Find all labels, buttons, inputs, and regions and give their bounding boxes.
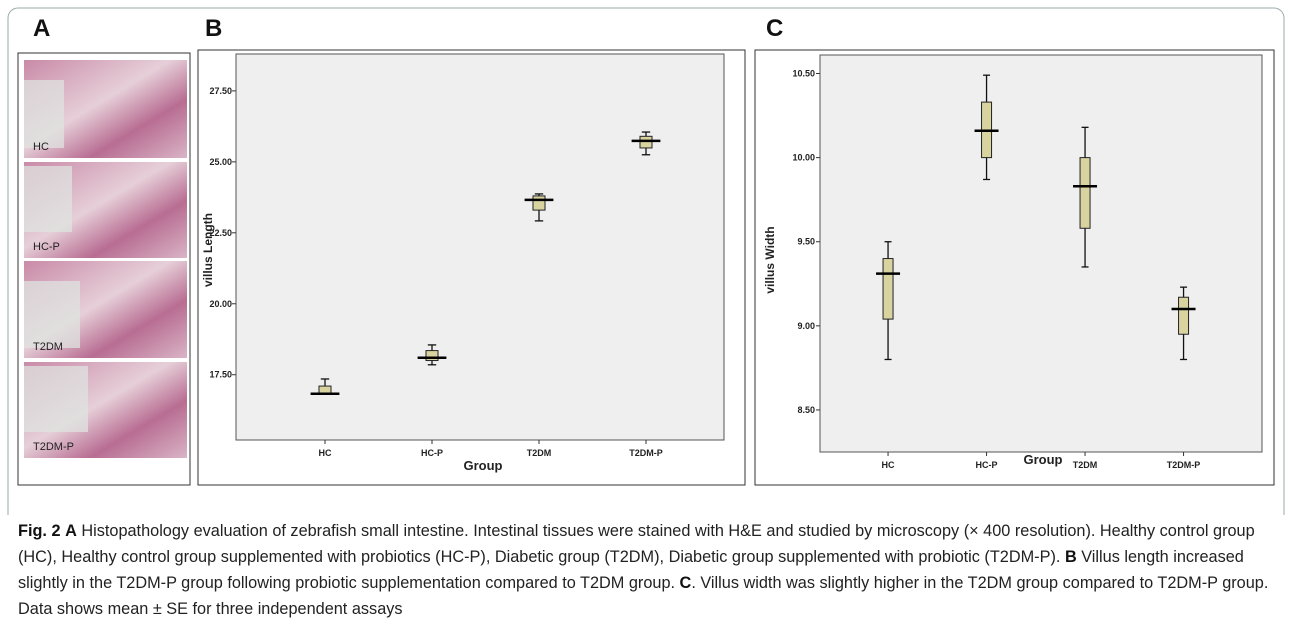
micrograph-label: T2DM-P [33,441,74,453]
figure-caption: Fig. 2 A Histopathology evaluation of ze… [18,518,1280,622]
caption-panel-letter: A [65,522,77,540]
micrograph-lumen [24,80,64,148]
panel-letter: B [205,15,222,42]
caption-text: Villus length increased slightly in the … [18,548,1244,592]
box [639,135,653,149]
micrograph-label: HC [33,141,49,153]
y-axis-title: villus Length [201,213,215,287]
y-tick-label: 20.00 [209,299,232,309]
caption-panel-letter: B [1064,548,1077,566]
micrograph-label: T2DM [33,341,63,353]
x-tick-label: HC-P [976,460,998,470]
x-tick-label: T2DM-P [1167,460,1201,470]
x-axis-title: Group [1024,452,1063,467]
plot-area [819,54,1263,453]
y-tick-label: 9.00 [797,321,815,331]
x-tick-label: T2DM [1073,460,1098,470]
panel-letter: A [33,15,50,42]
y-tick-label: 27.50 [209,86,232,96]
y-tick-label: 17.50 [209,370,232,380]
caption-text: . Villus width was slightly higher in th… [18,574,1269,618]
x-tick-label: T2DM [527,448,552,458]
box [425,350,439,362]
box [882,258,894,320]
micrograph-lumen [24,281,80,348]
micrograph-lumen [24,366,88,432]
panel-letter: C [766,15,783,42]
box [1178,296,1190,335]
plot-area [235,53,725,441]
y-tick-label: 25.00 [209,157,232,167]
y-axis-title: villus Width [763,226,777,293]
caption-label: Fig. 2 [18,522,61,540]
box [1079,157,1091,229]
box [532,195,546,211]
caption-panel-letter: C [679,574,692,592]
y-tick-label: 10.00 [792,153,815,163]
figure-border [7,7,1285,515]
x-axis-title: Group [464,458,503,473]
x-tick-label: HC [882,460,895,470]
caption-text: Histopathology evaluation of zebrafish s… [18,522,1255,566]
y-tick-label: 22.50 [209,228,232,238]
x-tick-label: HC-P [421,448,443,458]
micrograph-lumen [24,166,72,232]
micrograph-label: HC-P [33,241,60,253]
y-tick-label: 10.50 [792,69,815,79]
y-tick-label: 8.50 [797,405,815,415]
y-tick-label: 9.50 [797,237,815,247]
x-tick-label: HC [319,448,332,458]
figure: A B C HC HC-P T2DM T2DM-P 17.50 20.00 22.50 25.00 2… [7,7,1285,515]
x-tick-label: T2DM-P [629,448,663,458]
